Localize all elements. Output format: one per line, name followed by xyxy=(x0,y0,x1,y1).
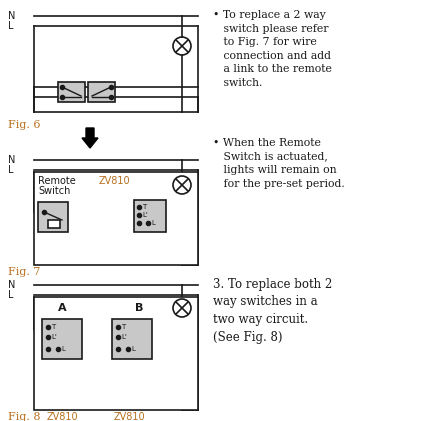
Text: • When the Remote
   Switch is actuated,
   lights will remain on
   for the pre: • When the Remote Switch is actuated, li… xyxy=(213,138,345,189)
Text: Fig. 8: Fig. 8 xyxy=(8,412,40,421)
Text: Fig. 7: Fig. 7 xyxy=(8,267,40,277)
Text: Fig. 6: Fig. 6 xyxy=(8,120,40,130)
Text: B: B xyxy=(135,303,143,313)
Text: N: N xyxy=(8,280,16,290)
FancyBboxPatch shape xyxy=(42,319,82,359)
Text: L: L xyxy=(8,290,13,300)
FancyBboxPatch shape xyxy=(88,82,115,102)
Text: L: L xyxy=(151,220,155,226)
Text: Switch: Switch xyxy=(38,186,70,196)
Text: L: L xyxy=(8,21,13,31)
Text: ZV810: ZV810 xyxy=(114,412,146,421)
Text: N: N xyxy=(8,155,16,165)
FancyBboxPatch shape xyxy=(58,82,85,102)
FancyBboxPatch shape xyxy=(48,220,60,228)
Text: T: T xyxy=(142,204,146,210)
FancyBboxPatch shape xyxy=(134,200,166,232)
Text: L: L xyxy=(131,346,135,352)
FancyBboxPatch shape xyxy=(112,319,152,359)
Text: T: T xyxy=(51,324,55,330)
Text: L': L' xyxy=(51,334,57,340)
Text: L': L' xyxy=(142,212,148,218)
Text: T: T xyxy=(121,324,125,330)
Text: • To replace a 2 way
   switch please refer
   to Fig. 7 for wire
   connection : • To replace a 2 way switch please refer… xyxy=(213,10,332,88)
Text: L: L xyxy=(61,346,65,352)
Text: A: A xyxy=(58,303,66,313)
Text: N: N xyxy=(8,11,16,21)
Text: 3. To replace both 2
way switches in a
two way circuit.
(See Fig. 8): 3. To replace both 2 way switches in a t… xyxy=(213,278,332,344)
Text: ZV810: ZV810 xyxy=(47,412,79,421)
Text: L': L' xyxy=(121,334,127,340)
FancyBboxPatch shape xyxy=(38,202,68,232)
FancyBboxPatch shape xyxy=(34,172,198,265)
FancyArrow shape xyxy=(82,128,98,148)
Text: L: L xyxy=(8,165,13,175)
Text: ZV810: ZV810 xyxy=(99,176,131,186)
Text: Remote: Remote xyxy=(38,176,76,186)
FancyBboxPatch shape xyxy=(34,297,198,410)
